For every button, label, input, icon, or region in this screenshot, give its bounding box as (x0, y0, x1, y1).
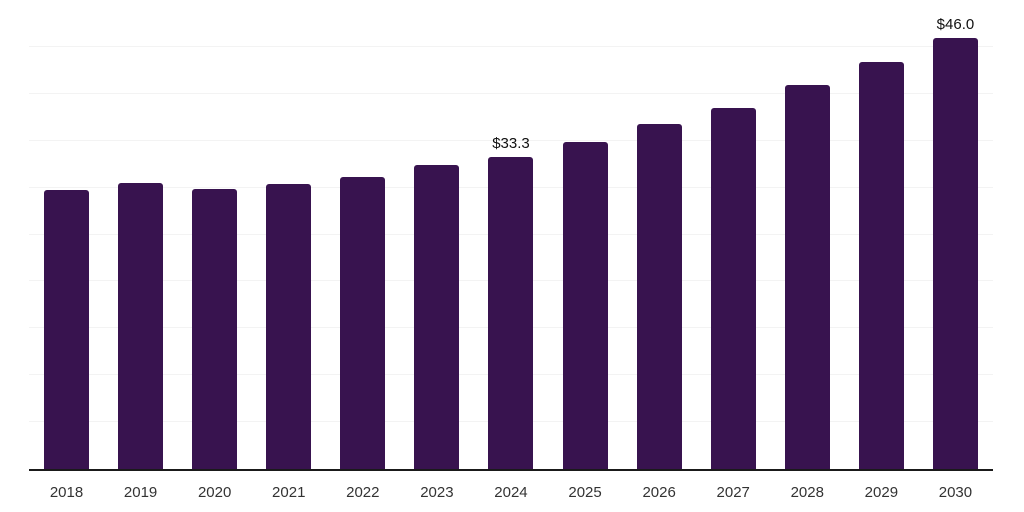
x-axis-label: 2030 (938, 484, 973, 501)
gridline (29, 45, 993, 47)
x-axis-label: 2021 (272, 484, 306, 501)
x-axis-label: 2029 (864, 484, 899, 501)
bar-2018 (44, 190, 89, 469)
bar-2023 (414, 165, 460, 469)
x-axis-label: 2022 (346, 484, 380, 501)
x-axis-label: 2025 (568, 484, 602, 501)
gridline (29, 139, 993, 141)
x-axis-label: 2024 (494, 484, 528, 501)
bar-2020 (192, 188, 238, 469)
x-axis-label: 2023 (420, 484, 454, 501)
bar-2022 (340, 177, 386, 469)
bar-2029 (858, 61, 904, 469)
bar-2019 (118, 182, 164, 469)
bar-2024: $33.3 (488, 135, 534, 469)
x-axis-label: 2026 (642, 484, 676, 501)
x-axis-label: 2027 (716, 484, 750, 501)
x-axis: 2018 2019 2020 2021 2022 2023 2024 2025 2026 2027… (29, 471, 993, 512)
x-axis-label: 2028 (790, 484, 824, 501)
bar-2027 (710, 107, 756, 469)
bar-2025 (562, 141, 608, 469)
x-axis-label: 2019 (123, 484, 158, 501)
gridline (29, 92, 993, 94)
bar-2021 (266, 183, 312, 469)
x-axis-label: 2020 (197, 484, 232, 501)
bar-value-label: $46.0 (936, 15, 975, 33)
bar-2026 (636, 123, 682, 469)
bar-2028 (784, 85, 830, 469)
plot-area: $33.3 $46.0 (29, 0, 993, 471)
bar-value-label: $33.3 (492, 134, 530, 152)
x-axis-label: 2018 (49, 484, 84, 501)
bar-2030: $46.0 (932, 16, 978, 469)
